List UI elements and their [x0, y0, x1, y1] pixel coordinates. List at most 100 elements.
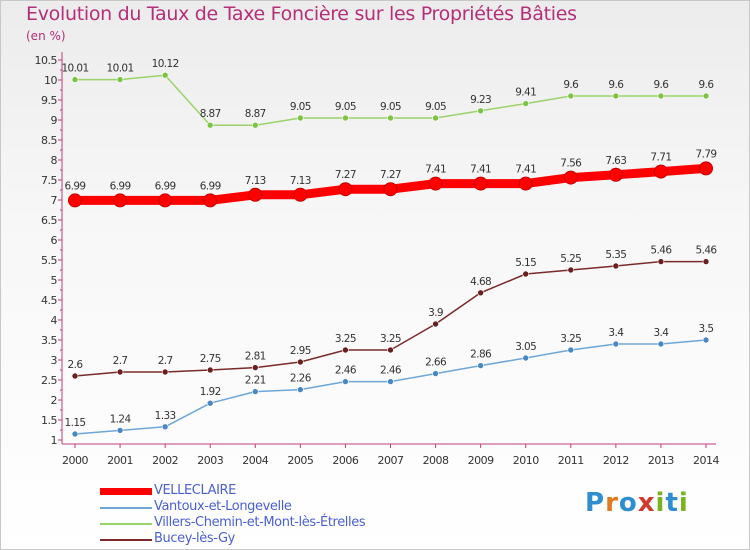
data-label-velleclaire: 7.71 [650, 152, 671, 164]
data-point-vantoux-et-longevelle [387, 378, 394, 385]
x-tick-label: 2000 [62, 454, 88, 467]
data-point-villers-chemin-et-mont-l-s-trelles [432, 114, 439, 122]
data-label-velleclaire: 7.41 [470, 164, 491, 176]
x-tick-label: 2001 [107, 454, 133, 467]
logo-letter: i [678, 488, 689, 518]
data-point-bucey-l-s-gy [206, 366, 214, 374]
data-point-vantoux-et-longevelle [297, 386, 304, 393]
data-point-vantoux-et-longevelle [567, 346, 575, 354]
data-label-velleclaire: 7.41 [425, 164, 446, 176]
data-point-villers-chemin-et-mont-l-s-trelles [522, 100, 530, 107]
data-label-villers-chemin-et-mont-l-s-trelles: 8.87 [200, 108, 221, 120]
x-tick-label: 2002 [152, 454, 178, 467]
legend-swatch [100, 539, 152, 541]
data-label-bucey-l-s-gy: 5.15 [515, 257, 536, 269]
y-tick-label: 3.5 [41, 334, 57, 347]
data-label-villers-chemin-et-mont-l-s-trelles: 9.6 [653, 79, 669, 91]
x-tick-label: 2008 [423, 454, 449, 467]
data-point-velleclaire [158, 193, 173, 208]
data-point-vantoux-et-longevelle [432, 370, 439, 377]
data-label-bucey-l-s-gy: 2.7 [113, 355, 128, 367]
data-point-velleclaire [518, 176, 533, 191]
data-label-velleclaire: 6.99 [110, 180, 131, 192]
data-label-vantoux-et-longevelle: 2.26 [290, 373, 312, 385]
data-label-vantoux-et-longevelle: 2.46 [335, 365, 357, 377]
data-point-bucey-l-s-gy [657, 258, 665, 265]
data-label-vantoux-et-longevelle: 3.4 [608, 327, 624, 339]
data-label-velleclaire: 7.27 [380, 169, 401, 181]
data-point-bucey-l-s-gy [342, 346, 349, 354]
data-label-villers-chemin-et-mont-l-s-trelles: 8.87 [245, 108, 266, 120]
data-label-bucey-l-s-gy: 2.6 [68, 359, 84, 371]
data-label-vantoux-et-longevelle: 3.5 [699, 323, 714, 335]
data-label-bucey-l-s-gy: 4.68 [470, 276, 491, 288]
data-point-velleclaire [653, 164, 668, 179]
logo-letter: o [618, 488, 638, 518]
data-label-villers-chemin-et-mont-l-s-trelles: 9.41 [515, 87, 536, 99]
y-tick-label: 9.5 [41, 94, 57, 107]
data-point-villers-chemin-et-mont-l-s-trelles [387, 114, 394, 122]
data-label-velleclaire: 7.63 [605, 155, 626, 167]
data-point-velleclaire [203, 193, 218, 208]
data-point-bucey-l-s-gy [116, 368, 124, 376]
data-point-velleclaire [563, 170, 578, 185]
data-label-velleclaire: 6.99 [200, 180, 221, 192]
data-label-villers-chemin-et-mont-l-s-trelles: 9.6 [563, 79, 579, 91]
data-point-velleclaire [338, 182, 353, 197]
x-tick-label: 2012 [603, 454, 629, 467]
data-label-bucey-l-s-gy: 3.25 [380, 333, 401, 345]
data-point-vantoux-et-longevelle [116, 427, 124, 434]
data-label-villers-chemin-et-mont-l-s-trelles: 9.6 [699, 79, 715, 91]
x-tick-label: 2004 [242, 454, 268, 467]
data-label-bucey-l-s-gy: 5.46 [696, 245, 718, 257]
data-label-bucey-l-s-gy: 5.25 [560, 253, 581, 265]
logo-letter: i [655, 488, 666, 518]
data-point-velleclaire [113, 193, 128, 208]
data-point-villers-chemin-et-mont-l-s-trelles [342, 114, 349, 122]
x-tick-label: 2010 [513, 454, 539, 467]
data-label-vantoux-et-longevelle: 2.86 [470, 349, 492, 361]
data-point-villers-chemin-et-mont-l-s-trelles [161, 71, 169, 79]
data-point-bucey-l-s-gy [477, 289, 484, 297]
data-point-villers-chemin-et-mont-l-s-trelles [206, 121, 214, 129]
data-label-velleclaire: 6.99 [155, 180, 176, 192]
x-tick-label: 2009 [468, 454, 494, 467]
legend-swatch [100, 507, 152, 509]
x-tick-label: 2006 [332, 454, 358, 467]
data-point-bucey-l-s-gy [702, 258, 710, 265]
data-point-vantoux-et-longevelle [477, 362, 484, 369]
y-tick-label: 5.5 [41, 254, 57, 267]
data-label-vantoux-et-longevelle: 1.15 [65, 417, 86, 429]
data-label-bucey-l-s-gy: 2.7 [158, 355, 173, 367]
data-point-vantoux-et-longevelle [522, 354, 530, 362]
y-tick-label: 7.5 [41, 174, 57, 187]
data-label-bucey-l-s-gy: 5.46 [650, 245, 672, 257]
data-label-villers-chemin-et-mont-l-s-trelles: 10.01 [61, 63, 88, 75]
data-label-villers-chemin-et-mont-l-s-trelles: 9.6 [608, 79, 624, 91]
y-tick-label: 6 [51, 234, 58, 247]
data-point-villers-chemin-et-mont-l-s-trelles [657, 92, 665, 100]
data-point-velleclaire [473, 176, 488, 191]
legend-label: VELLECLAIRE [154, 483, 236, 498]
legend-label: Villers-Chemin-et-Mont-lès-Étrelles [154, 515, 366, 530]
data-point-vantoux-et-longevelle [71, 430, 79, 438]
data-point-vantoux-et-longevelle [342, 378, 349, 385]
y-tick-label: 8 [51, 154, 58, 167]
y-tick-label: 7 [51, 194, 58, 207]
data-point-vantoux-et-longevelle [206, 399, 214, 407]
data-point-bucey-l-s-gy [161, 368, 169, 376]
data-point-bucey-l-s-gy [251, 364, 259, 371]
data-point-velleclaire [248, 187, 263, 202]
data-label-vantoux-et-longevelle: 2.46 [380, 365, 402, 377]
y-tick-label: 6.5 [41, 214, 57, 227]
logo-letter: P [585, 488, 606, 518]
data-point-bucey-l-s-gy [522, 270, 530, 278]
x-tick-label: 2005 [287, 454, 313, 467]
data-label-vantoux-et-longevelle: 1.92 [200, 386, 221, 398]
data-label-vantoux-et-longevelle: 2.21 [245, 375, 266, 387]
y-tick-label: 4.5 [41, 294, 57, 307]
data-point-velleclaire [293, 187, 308, 202]
data-label-vantoux-et-longevelle: 3.05 [515, 341, 536, 353]
y-unit-label: (en %) [26, 29, 66, 43]
